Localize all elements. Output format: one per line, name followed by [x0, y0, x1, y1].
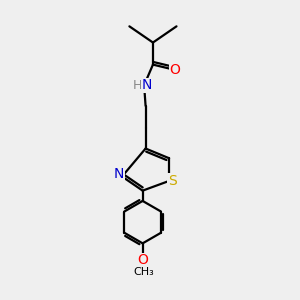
Text: O: O [169, 63, 181, 77]
Text: O: O [137, 254, 148, 267]
Text: N: N [142, 78, 152, 92]
Text: N: N [114, 167, 124, 181]
Text: CH₃: CH₃ [134, 267, 154, 277]
Text: S: S [168, 174, 176, 188]
Text: H: H [133, 79, 142, 92]
